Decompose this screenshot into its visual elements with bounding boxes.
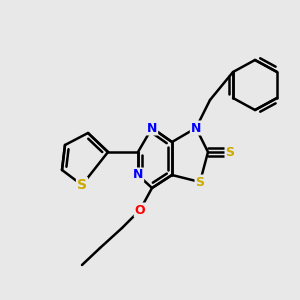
Text: S: S [196, 176, 205, 188]
Text: N: N [133, 169, 143, 182]
Text: O: O [135, 203, 145, 217]
Text: N: N [147, 122, 157, 134]
Text: S: S [77, 178, 87, 192]
Text: S: S [226, 146, 235, 158]
Text: N: N [191, 122, 201, 134]
